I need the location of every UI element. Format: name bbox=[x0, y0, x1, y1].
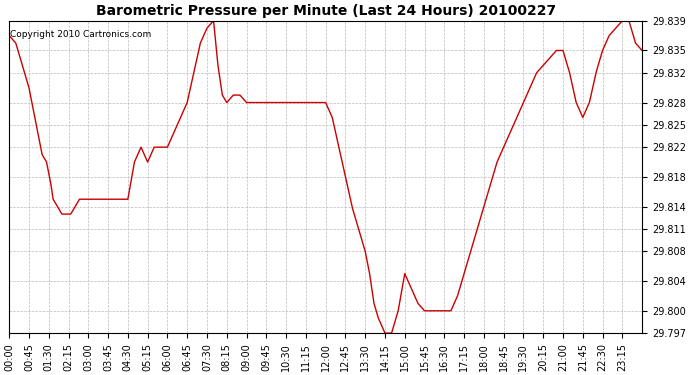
Title: Barometric Pressure per Minute (Last 24 Hours) 20100227: Barometric Pressure per Minute (Last 24 … bbox=[96, 4, 555, 18]
Text: Copyright 2010 Cartronics.com: Copyright 2010 Cartronics.com bbox=[10, 30, 152, 39]
